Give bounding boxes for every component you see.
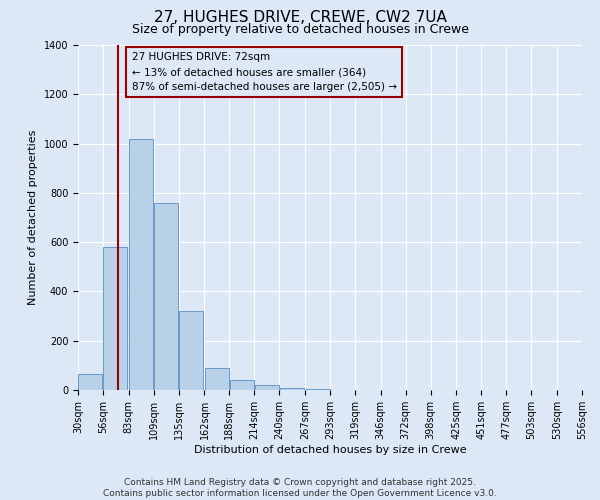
Bar [280, 388, 304, 390]
Text: 27, HUGHES DRIVE, CREWE, CW2 7UA: 27, HUGHES DRIVE, CREWE, CW2 7UA [154, 10, 446, 25]
Bar [129, 138, 153, 390]
Bar [79, 374, 103, 390]
Bar [230, 380, 254, 390]
Y-axis label: Number of detached properties: Number of detached properties [28, 130, 38, 305]
Bar [305, 389, 329, 390]
Bar [255, 385, 279, 390]
X-axis label: Distribution of detached houses by size in Crewe: Distribution of detached houses by size … [194, 444, 466, 454]
Bar [205, 368, 229, 390]
Text: Contains HM Land Registry data © Crown copyright and database right 2025.
Contai: Contains HM Land Registry data © Crown c… [103, 478, 497, 498]
Bar [154, 202, 178, 390]
Bar [103, 247, 127, 390]
Text: 27 HUGHES DRIVE: 72sqm
← 13% of detached houses are smaller (364)
87% of semi-de: 27 HUGHES DRIVE: 72sqm ← 13% of detached… [131, 52, 397, 92]
Bar [179, 311, 203, 390]
Text: Size of property relative to detached houses in Crewe: Size of property relative to detached ho… [131, 22, 469, 36]
